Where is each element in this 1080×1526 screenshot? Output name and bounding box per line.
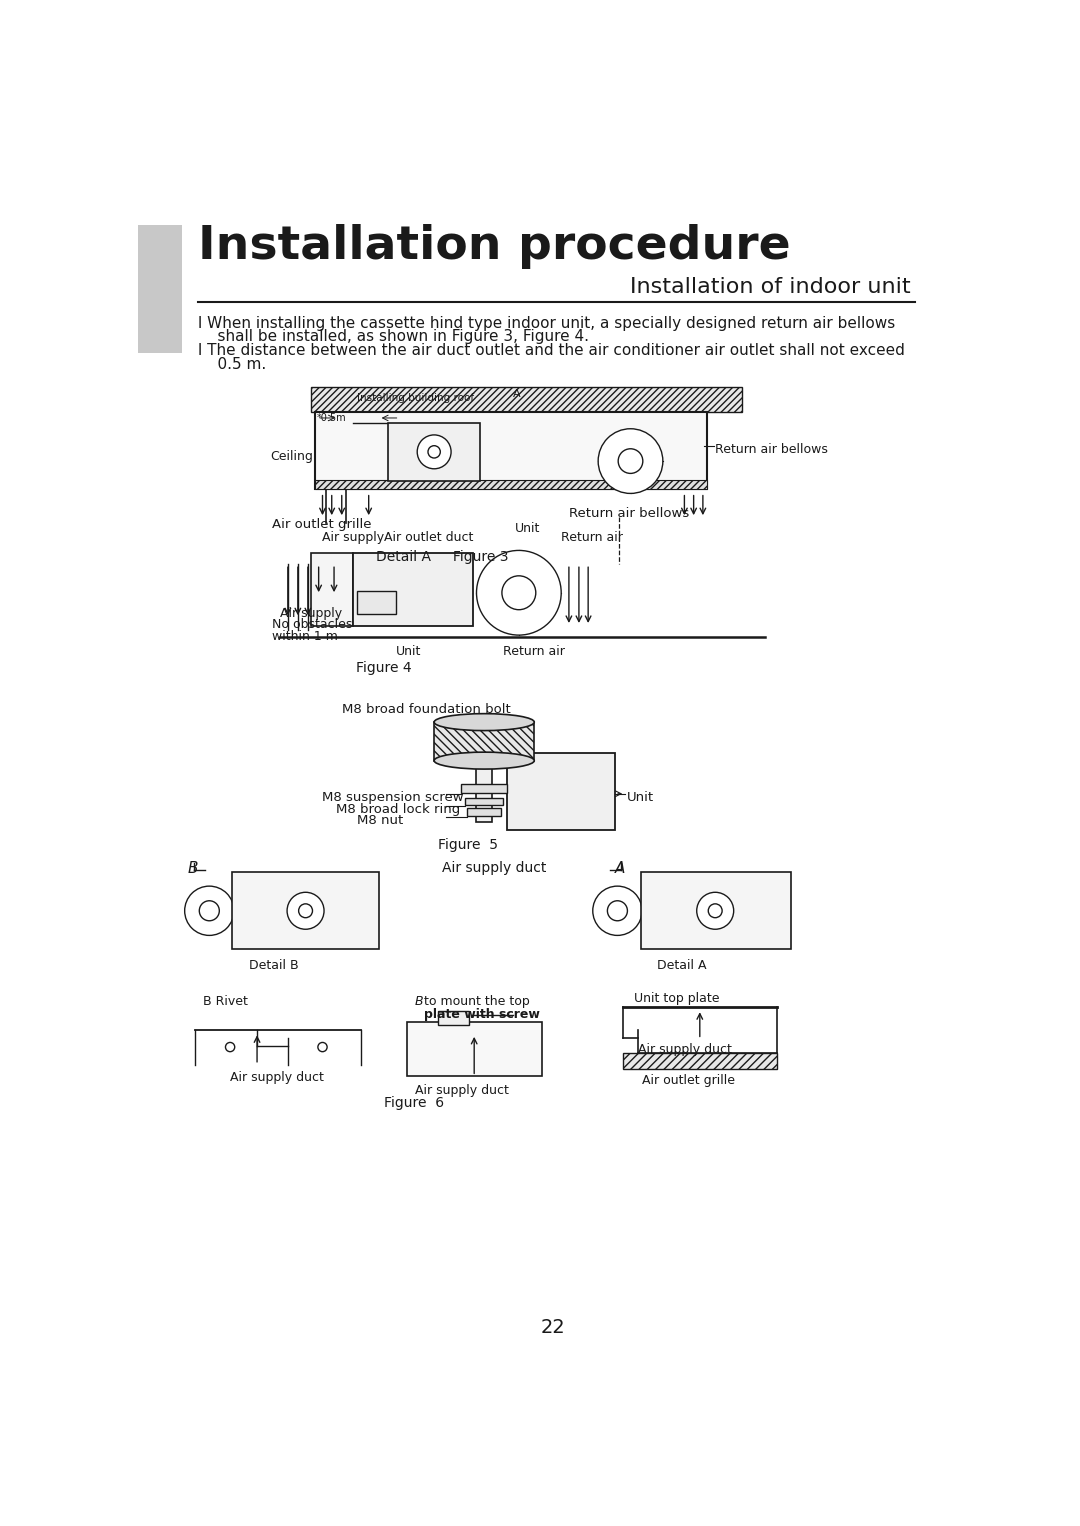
Text: B: B (188, 861, 199, 876)
Circle shape (598, 429, 663, 493)
Text: 0.5 m.: 0.5 m. (198, 357, 266, 372)
Text: Detail A     Figure 3: Detail A Figure 3 (377, 551, 509, 565)
Circle shape (226, 1042, 234, 1051)
Bar (461, 784, 508, 794)
Text: Air supply duct: Air supply duct (230, 1071, 324, 1083)
Text: Figure  5: Figure 5 (438, 838, 498, 852)
Circle shape (607, 900, 627, 920)
Text: Installation procedure: Installation procedure (198, 224, 791, 270)
Text: Air outlet grille: Air outlet grille (272, 517, 372, 531)
Text: M8 broad lock ring: M8 broad lock ring (336, 803, 460, 816)
Bar (465, 798, 503, 806)
Bar (438, 1010, 469, 1025)
Bar (640, 873, 791, 949)
Bar (353, 552, 473, 626)
Text: Return air: Return air (562, 531, 623, 545)
Text: Air supply: Air supply (280, 607, 342, 620)
Circle shape (417, 435, 451, 468)
Circle shape (428, 446, 441, 458)
Circle shape (618, 449, 643, 473)
Text: Return air: Return air (503, 645, 565, 658)
Ellipse shape (434, 752, 535, 769)
Bar (311, 552, 353, 626)
Bar (468, 809, 501, 816)
Text: A: A (616, 861, 625, 876)
Text: l The distance between the air duct outlet and the air conditioner air outlet sh: l The distance between the air duct outl… (198, 343, 905, 359)
Bar (357, 591, 395, 615)
Circle shape (502, 575, 536, 610)
Text: Unit top plate: Unit top plate (634, 992, 720, 1004)
Circle shape (185, 887, 234, 935)
Text: M8 broad foundation bolt: M8 broad foundation bolt (341, 703, 511, 716)
Text: Air outlet grille: Air outlet grille (642, 1074, 735, 1087)
Bar (311, 388, 742, 412)
Text: Air supply: Air supply (323, 531, 384, 545)
Circle shape (299, 903, 312, 917)
Text: Unit: Unit (626, 790, 653, 804)
Bar (138, 226, 183, 353)
Text: Air supply duct: Air supply duct (442, 861, 546, 874)
Text: Return air bellows: Return air bellows (715, 443, 828, 456)
Text: Unit: Unit (515, 522, 540, 536)
Bar (407, 1022, 542, 1076)
Circle shape (593, 887, 642, 935)
Circle shape (697, 893, 733, 929)
Ellipse shape (434, 714, 535, 731)
Text: Installation of indoor unit: Installation of indoor unit (631, 278, 912, 298)
Text: *0.5m: *0.5m (318, 414, 347, 423)
Text: Unit: Unit (395, 645, 421, 658)
Bar (623, 1053, 777, 1068)
Circle shape (318, 1042, 327, 1051)
Text: Figure 4: Figure 4 (356, 661, 411, 674)
Text: No obstacles: No obstacles (272, 618, 353, 632)
Text: Figure  6: Figure 6 (384, 1096, 444, 1109)
Text: Installing building roof: Installing building roof (357, 394, 474, 403)
Text: Air outlet duct: Air outlet duct (384, 531, 473, 545)
Text: Detail A: Detail A (658, 958, 707, 972)
Text: l When installing the cassette hind type indoor unit, a specially designed retur: l When installing the cassette hind type… (198, 316, 895, 331)
Text: Ceiling: Ceiling (270, 450, 313, 464)
Circle shape (287, 893, 324, 929)
Text: Return air bellows: Return air bellows (569, 507, 689, 519)
Text: plate with screw: plate with screw (424, 1007, 540, 1021)
Bar (232, 873, 379, 949)
Circle shape (476, 551, 562, 635)
Text: B: B (415, 995, 423, 1009)
Text: B Rivet: B Rivet (203, 995, 248, 1009)
Text: to mount the top: to mount the top (424, 995, 530, 1009)
Bar (508, 752, 616, 830)
Text: Detail B: Detail B (249, 958, 299, 972)
Text: M8 suspension screw: M8 suspension screw (323, 790, 464, 804)
Bar (476, 760, 491, 823)
Text: A: A (513, 389, 521, 398)
Text: within 1 m: within 1 m (272, 630, 338, 642)
Bar (434, 722, 535, 760)
Circle shape (200, 900, 219, 920)
Text: Air supply duct: Air supply duct (638, 1044, 732, 1056)
Text: M8 nut: M8 nut (357, 813, 404, 827)
Bar (314, 479, 707, 488)
Circle shape (708, 903, 723, 917)
Text: 22: 22 (541, 1317, 566, 1337)
Bar (314, 412, 707, 488)
Text: Air supply duct: Air supply duct (415, 1083, 509, 1097)
Text: shall be installed, as shown in Figure 3, Figure 4.: shall be installed, as shown in Figure 3… (198, 330, 589, 345)
Bar (388, 423, 481, 481)
